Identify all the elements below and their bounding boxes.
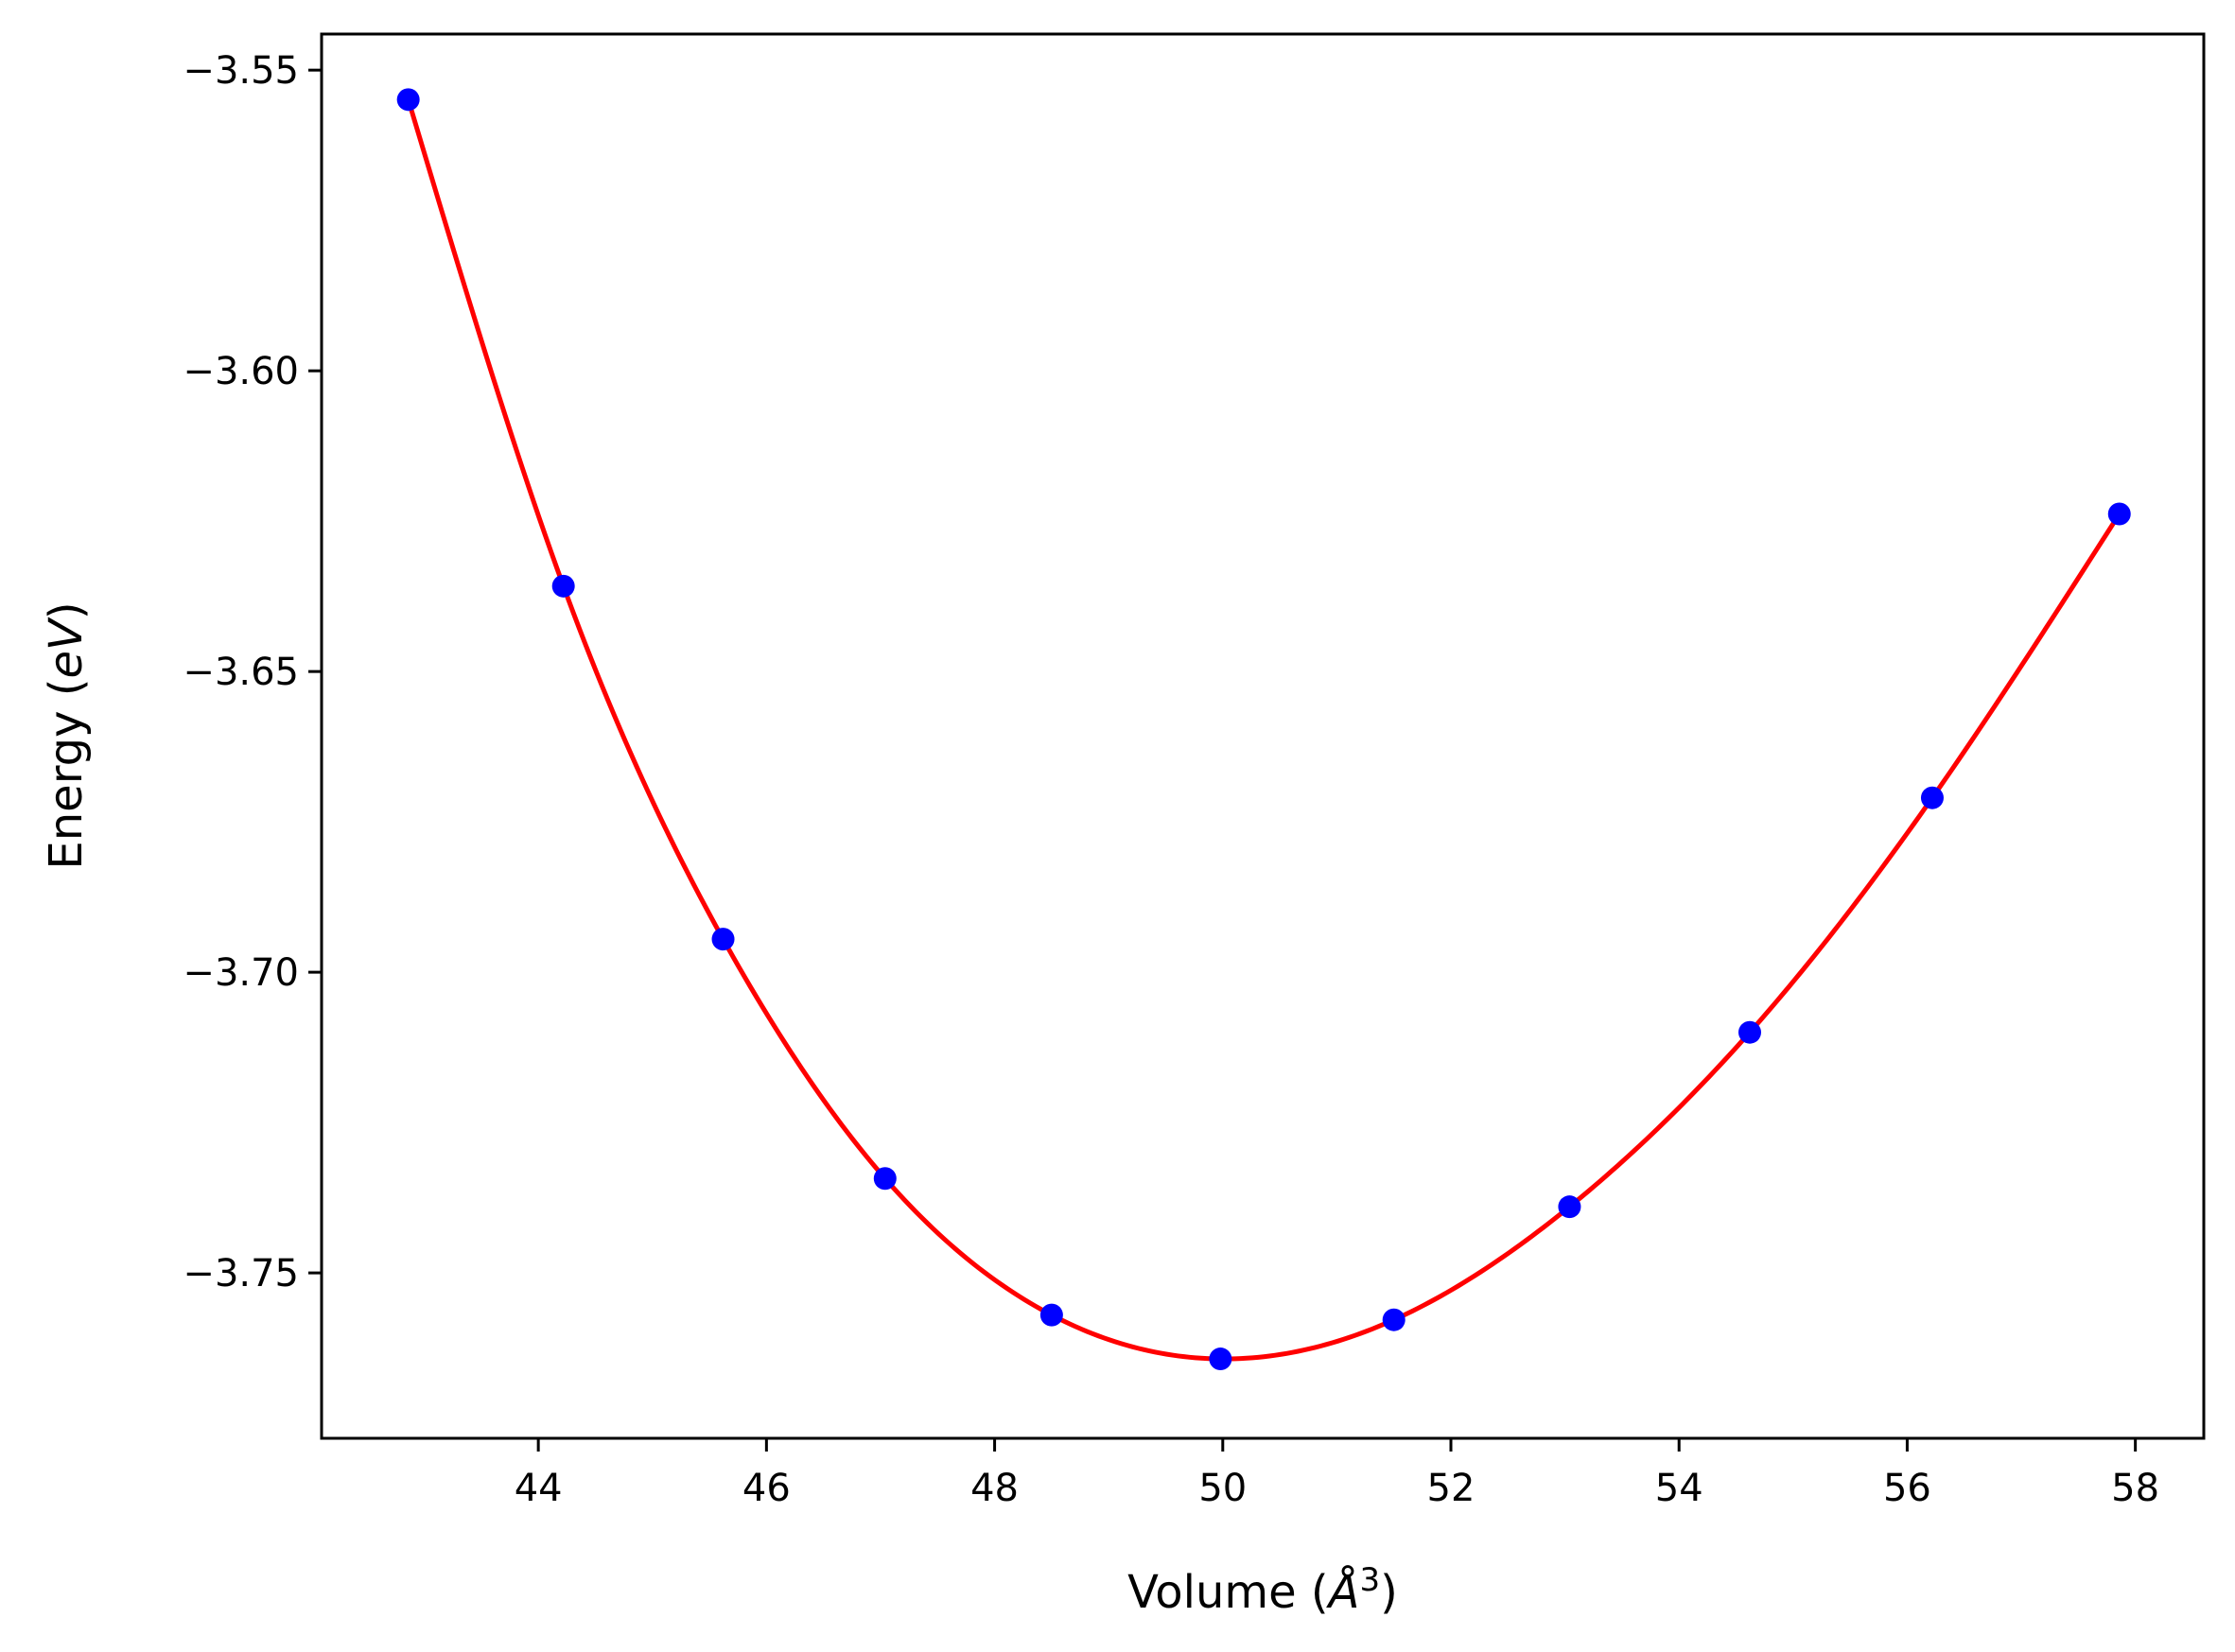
fit-curve-layer <box>406 98 2122 1362</box>
y-tick-label: −3.70 <box>183 951 299 995</box>
data-point <box>873 1167 897 1191</box>
data-point <box>1039 1303 1063 1327</box>
x-tick-label: 48 <box>970 1467 1019 1510</box>
data-point <box>1737 1020 1761 1044</box>
x-tick-label: 46 <box>742 1467 791 1510</box>
y-axis-label-text: Energy ( <box>40 679 93 870</box>
plot-frame <box>320 32 2206 1440</box>
data-point <box>1382 1308 1406 1331</box>
data-point <box>1920 786 1944 809</box>
data-point <box>551 574 575 598</box>
x-tick-label: 58 <box>2111 1467 2159 1510</box>
x-tick-label: 50 <box>1198 1467 1247 1510</box>
y-tick-label: −3.75 <box>183 1252 299 1296</box>
y-axis-label-end: ) <box>40 601 93 619</box>
y-tick-label: −3.55 <box>183 49 299 93</box>
x-tick-label: 54 <box>1655 1467 1703 1510</box>
data-point <box>2107 502 2131 526</box>
data-point <box>1209 1348 1232 1371</box>
y-tick-label: −3.65 <box>183 651 299 694</box>
x-axis-label-end: ) <box>1380 1566 1398 1619</box>
x-axis-label-unit: Å <box>1326 1565 1360 1619</box>
data-point <box>711 928 735 951</box>
x-axis-label-text: Volume ( <box>1127 1566 1329 1619</box>
x-tick-label: 44 <box>515 1467 563 1510</box>
data-point <box>1558 1195 1581 1219</box>
x-tick-label: 52 <box>1427 1467 1475 1510</box>
data-point <box>396 88 420 112</box>
y-tick-label: −3.60 <box>183 350 299 393</box>
fit-curve <box>406 98 2122 1362</box>
x-tick-label: 56 <box>1883 1467 1931 1510</box>
data-points-layer <box>396 88 2131 1371</box>
y-axis-ticks: −3.55 −3.60 −3.65 −3.70 −3.75 <box>183 49 322 1296</box>
y-axis-label: Energy (eV) <box>40 601 93 869</box>
x-axis-ticks: 44 46 48 50 52 54 56 58 <box>515 1438 2159 1510</box>
y-axis-label-unit: eV <box>40 617 93 679</box>
x-axis-label-exponent: 3 <box>1359 1561 1380 1599</box>
x-axis-label: Volume (Å3) <box>1127 1561 1398 1619</box>
